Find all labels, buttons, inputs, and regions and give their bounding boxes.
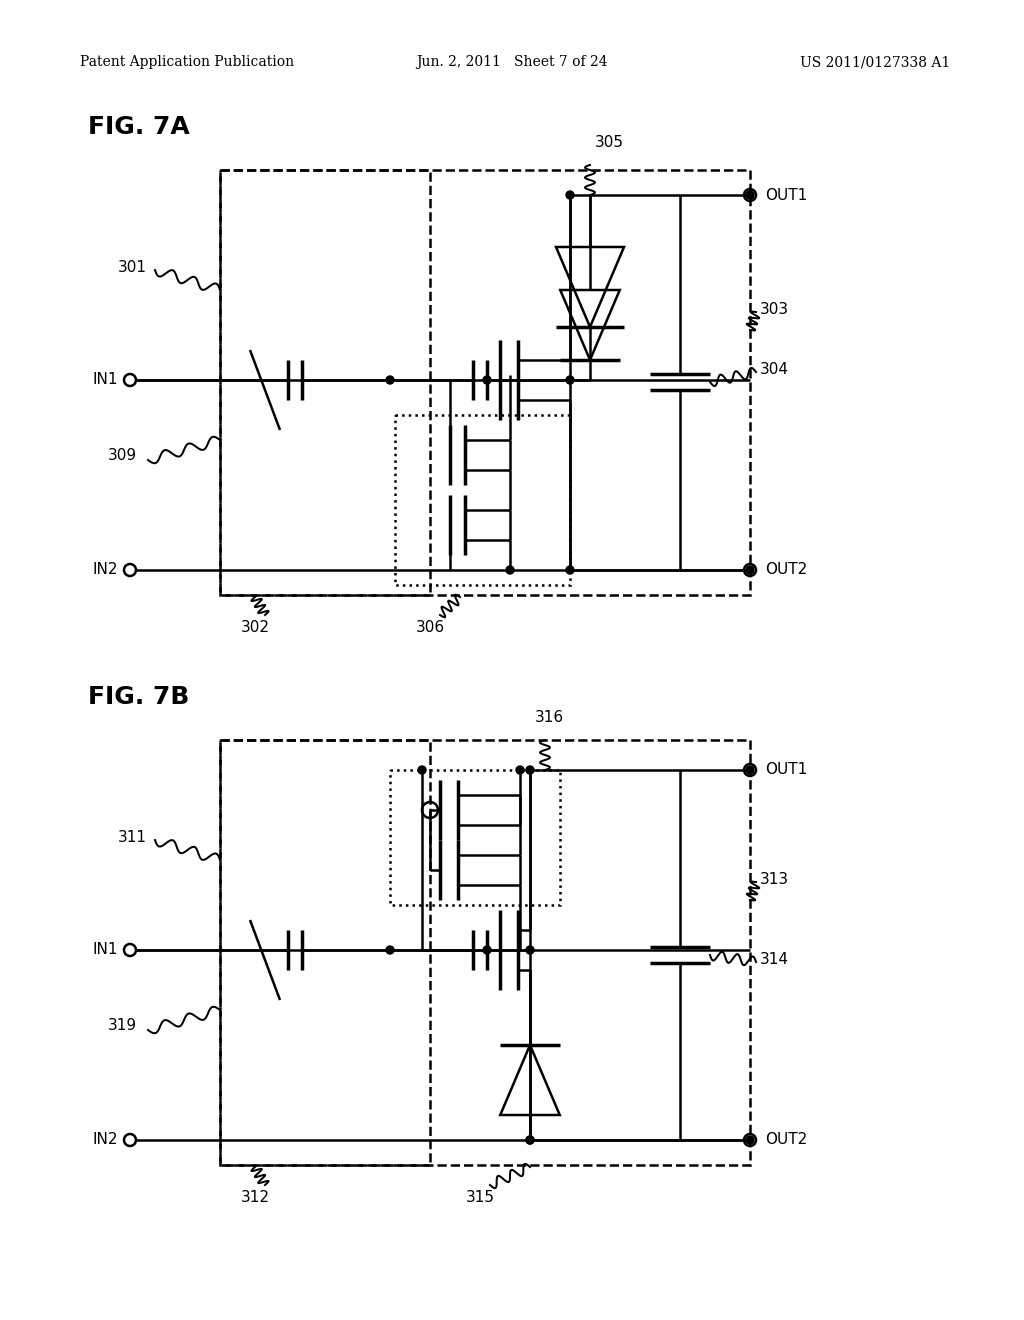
- Circle shape: [483, 376, 490, 384]
- Text: 311: 311: [118, 830, 147, 846]
- Text: 316: 316: [535, 710, 564, 725]
- Bar: [390, 770, 560, 906]
- Text: 313: 313: [760, 873, 790, 887]
- Text: 306: 306: [416, 620, 444, 635]
- Circle shape: [526, 766, 534, 774]
- Text: US 2011/0127338 A1: US 2011/0127338 A1: [800, 55, 950, 69]
- Text: 301: 301: [118, 260, 147, 276]
- Circle shape: [386, 376, 394, 384]
- Circle shape: [746, 191, 754, 199]
- Text: FIG. 7A: FIG. 7A: [88, 115, 189, 139]
- Circle shape: [566, 191, 574, 199]
- Text: 319: 319: [108, 1018, 137, 1032]
- Text: 304: 304: [760, 363, 790, 378]
- Text: IN1: IN1: [92, 942, 118, 957]
- Circle shape: [526, 1137, 534, 1144]
- Text: FIG. 7B: FIG. 7B: [88, 685, 189, 709]
- Circle shape: [746, 1137, 754, 1144]
- Text: OUT2: OUT2: [765, 1133, 807, 1147]
- Circle shape: [516, 766, 524, 774]
- Circle shape: [746, 766, 754, 774]
- Circle shape: [483, 946, 490, 954]
- Bar: [220, 741, 430, 1166]
- Text: OUT1: OUT1: [765, 187, 807, 202]
- Text: IN2: IN2: [92, 562, 118, 578]
- Circle shape: [526, 1137, 534, 1144]
- Text: 314: 314: [760, 953, 790, 968]
- Circle shape: [386, 946, 394, 954]
- Bar: [220, 170, 430, 595]
- Circle shape: [566, 566, 574, 574]
- Circle shape: [506, 566, 514, 574]
- Circle shape: [746, 566, 754, 574]
- Bar: [220, 741, 750, 1166]
- Text: OUT2: OUT2: [765, 562, 807, 578]
- Text: Patent Application Publication: Patent Application Publication: [80, 55, 294, 69]
- Text: 312: 312: [241, 1191, 269, 1205]
- Bar: [395, 414, 570, 585]
- Text: 303: 303: [760, 302, 790, 318]
- Text: 305: 305: [595, 135, 624, 150]
- Text: Jun. 2, 2011   Sheet 7 of 24: Jun. 2, 2011 Sheet 7 of 24: [416, 55, 608, 69]
- Circle shape: [526, 946, 534, 954]
- Circle shape: [566, 376, 574, 384]
- Text: 302: 302: [241, 620, 269, 635]
- Text: 309: 309: [108, 447, 137, 462]
- Bar: [220, 170, 750, 595]
- Text: IN1: IN1: [92, 372, 118, 388]
- Text: OUT1: OUT1: [765, 763, 807, 777]
- Text: IN2: IN2: [92, 1133, 118, 1147]
- Circle shape: [418, 766, 426, 774]
- Text: 315: 315: [466, 1191, 495, 1205]
